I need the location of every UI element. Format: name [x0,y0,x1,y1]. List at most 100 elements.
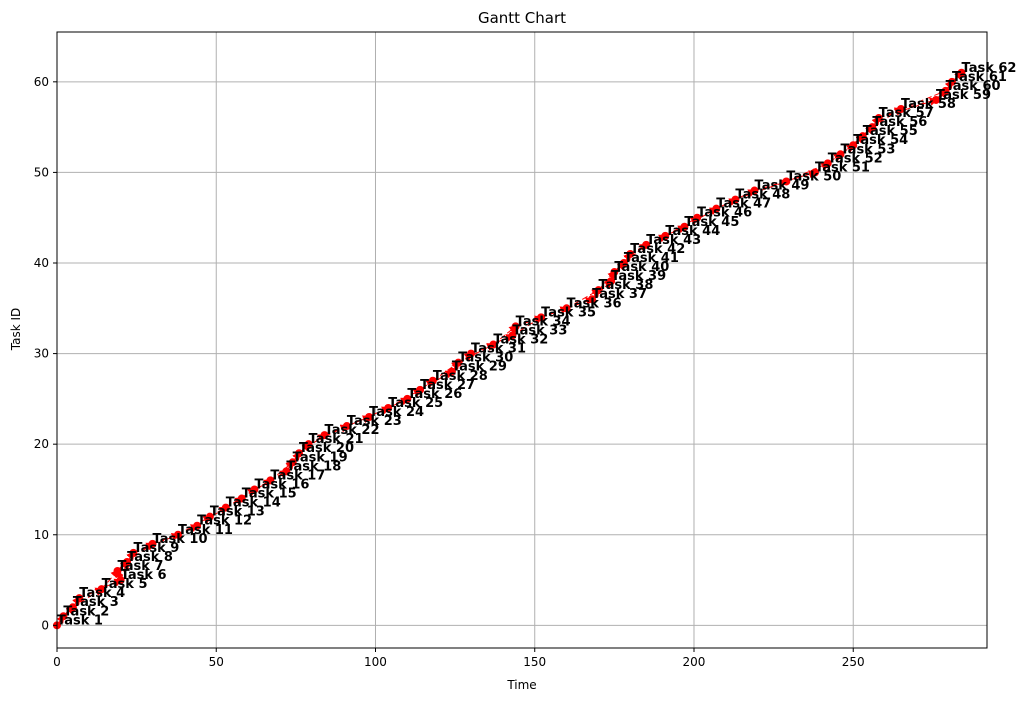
task-marker [508,331,517,340]
task-label: Task 35 [541,305,596,320]
task-marker [282,467,291,476]
task-marker [113,567,122,575]
y-tick-label: 10 [34,528,49,542]
task-marker [858,132,867,141]
task-label: Task 46 [697,206,752,221]
task-label: Task 54 [853,133,908,148]
task-label: Task 58 [901,97,956,112]
task-label: Task 49 [755,179,810,194]
task-label: Task 10 [153,532,208,547]
task-label: Task 17 [270,468,325,483]
task-marker [562,304,571,313]
task-marker [342,422,351,431]
task-marker [75,594,84,603]
task-marker [416,385,425,394]
task-label: Task 19 [293,450,348,465]
task-marker [174,530,183,539]
task-label: Task 4 [79,586,125,601]
plot-frame [56,31,988,649]
task-marker [237,494,246,503]
task-label: Task 53 [840,142,895,157]
task-marker [941,86,950,95]
task-marker [205,512,214,521]
dependency-arrow [101,569,119,590]
task-marker [428,376,437,385]
task-marker [947,77,956,86]
task-label: Task 24 [369,405,424,420]
task-label: Task 37 [592,287,647,302]
task-label: Task 18 [286,459,341,474]
task-label: Task 62 [962,61,1017,76]
task-marker [454,358,463,367]
task-marker [750,186,759,195]
task-label: Task 13 [210,505,265,520]
task-marker [148,539,157,548]
dependency-arrow [72,588,104,608]
task-label: Task 16 [254,477,309,492]
task-marker [304,440,313,449]
task-marker [295,449,304,458]
task-label: Task 29 [452,360,507,375]
task-marker [626,249,635,258]
task-marker [619,259,628,267]
task-marker [823,159,832,168]
y-tick-label: 30 [34,347,49,361]
dependency-arrow [298,433,327,454]
y-tick-label: 60 [34,75,49,89]
task-marker [836,150,845,159]
task-marker [116,576,125,585]
task-marker [932,95,941,104]
task-label: Task 32 [493,333,548,348]
task-label: Task 56 [872,115,927,130]
task-label: Task 11 [178,523,233,538]
task-label: Task 55 [863,124,918,139]
task-label: Task 14 [226,496,281,511]
task-label: Task 22 [325,423,380,438]
task-marker [588,295,597,304]
task-label: Task 34 [516,314,571,329]
y-axis-label: Task ID [9,308,23,352]
task-label: Task 52 [828,151,883,166]
task-marker [782,177,791,186]
task-marker [384,403,393,412]
task-label: Task 33 [512,323,567,338]
x-tick-label: 250 [842,655,865,669]
task-label: Task 21 [309,432,364,447]
task-label: Task 48 [735,188,790,203]
task-marker [712,204,721,213]
task-label: Task 5 [102,577,148,592]
task-marker [680,222,689,231]
y-tick-label: 50 [34,165,49,179]
task-label: Task 27 [420,378,475,393]
task-label: Task 36 [567,296,622,311]
task-label: Task 2 [63,604,109,619]
task-label: Task 15 [242,487,297,502]
dependency-arrow [814,153,843,173]
task-label: Task 59 [936,88,991,103]
task-marker [320,431,329,440]
task-label: Task 23 [347,414,402,429]
task-marker [365,413,374,421]
x-tick-label: 100 [364,655,387,669]
y-axis-ticks: 0 10 20 30 40 50 60 [34,75,57,632]
task-marker [849,141,858,150]
task-label: Task 41 [624,251,679,266]
y-tick-label: 20 [34,437,49,451]
task-label: Task 39 [611,269,666,284]
task-marker [693,213,702,222]
task-marker [250,485,259,494]
task-label: Task 38 [598,278,653,293]
task-label: Task 43 [646,233,701,248]
y-tick-label: 0 [41,618,49,632]
dependency-arrow [458,343,496,364]
task-marker [731,195,740,204]
dependency-arrow [878,97,938,119]
task-marker [59,612,68,621]
task-marker [447,367,456,376]
dependency-arrow [735,179,789,201]
y-tick-label: 40 [34,256,49,270]
x-tick-label: 200 [683,655,706,669]
task-marker [610,268,619,277]
